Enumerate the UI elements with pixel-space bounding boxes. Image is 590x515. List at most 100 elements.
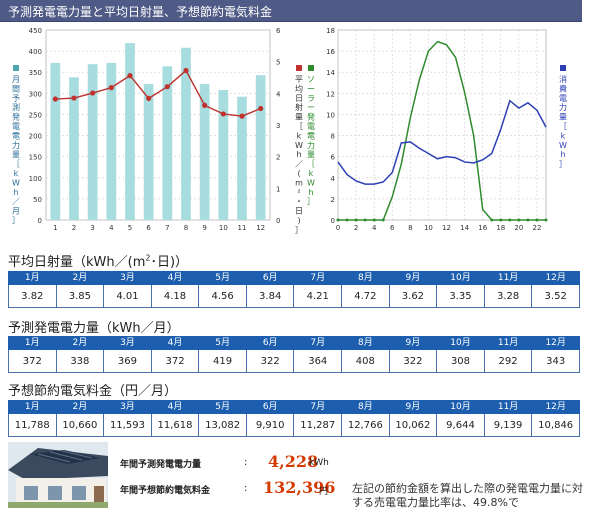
right-axis-label-char: ／ — [295, 160, 303, 169]
month-header-cell: 10月 — [436, 400, 485, 414]
right-axis-label-char: 日 — [295, 94, 303, 103]
radiation-title-text: 平均日射量（kWh／(m — [8, 255, 146, 270]
month-value-cell: 9,910 — [245, 413, 295, 437]
left-axis-label-char: 電 — [12, 131, 20, 140]
month-header-cell: 9月 — [388, 336, 438, 350]
month-header-cell: 4月 — [150, 400, 200, 414]
title-bar: 予測発電電力量と平均日射量、予想節約電気料金 — [0, 0, 582, 22]
radiation-data-point — [71, 95, 77, 101]
consumption-series-line — [337, 99, 547, 185]
left-axis-tick-label: 12 — [326, 90, 335, 98]
solar-data-point — [490, 218, 494, 222]
radiation-title-text-end: ･日)） — [150, 255, 189, 270]
monthly-generation-bar — [255, 75, 266, 220]
x-axis-tick-label: 3 — [90, 224, 94, 232]
solar-axis-label-char: ソ — [307, 75, 315, 84]
solar-axis-label-char: k — [309, 169, 314, 178]
right-axis-label-char: ［ — [295, 122, 303, 131]
left-axis-label-char: 月 — [12, 207, 20, 216]
solar-data-point — [517, 218, 521, 222]
hourly-chart-axes: 0 2 4 6 8 10 12 14 16 18 0 2 4 6 8 10 12 14 16 18 20 22 消費電力量［… — [326, 27, 567, 232]
x-axis-tick-label: 11 — [238, 224, 247, 232]
right-axis-tick-label: 5 — [276, 59, 280, 67]
month-header-cell: 5月 — [198, 271, 247, 285]
right-axis-label-char: k — [561, 131, 566, 140]
right-axis-label-char: 量 — [559, 113, 567, 122]
month-value-cell: 338 — [55, 349, 105, 373]
left-axis-tick-label: 450 — [29, 27, 42, 35]
monthly-generation-bar — [87, 64, 98, 220]
solar-axis-label-char: 量 — [307, 150, 315, 159]
month-value-cell: 372 — [8, 349, 57, 373]
radiation-data-point — [90, 90, 96, 96]
right-axis-label-char: m — [295, 178, 303, 187]
month-header-cell: 11月 — [483, 400, 533, 414]
right-axis-tick-label: 6 — [276, 27, 281, 35]
month-value-cell: 364 — [293, 349, 343, 373]
left-axis-tick-label: 16 — [326, 48, 335, 56]
month-header-cell: 2月 — [55, 400, 105, 414]
month-header-cell: 8月 — [341, 400, 390, 414]
solar-axis-label-char: ］ — [307, 197, 315, 206]
left-axis-label-char: h — [13, 188, 18, 197]
left-axis-tick-label: 50 — [33, 196, 42, 204]
solar-axis-label-char: ［ — [307, 160, 315, 169]
solar-axis-label-char: ー — [307, 103, 315, 112]
left-axis-tick-label: 18 — [326, 27, 335, 35]
savings-table: 1月 2月 3月 4月 5月 6月 7月 8月 9月 10月 11月 12月 11,788 10,660… — [8, 400, 580, 437]
left-axis-tick-label: 4 — [331, 175, 336, 183]
annual-savings-colon: : — [244, 483, 248, 494]
month-value-cell: 372 — [150, 349, 200, 373]
monthly-generation-bar — [106, 62, 117, 220]
left-axis-tick-label: 8 — [331, 133, 335, 141]
month-value-cell: 419 — [198, 349, 247, 373]
table-header-row: 1月 2月 3月 4月 5月 6月 7月 8月 9月 10月 11月 12月 — [8, 336, 580, 350]
monthly-generation-bar — [162, 66, 173, 220]
solar-axis-label-char: ー — [307, 84, 315, 93]
right-axis-label-char: 日 — [295, 207, 303, 216]
annual-generation-unit: kWh — [309, 458, 329, 468]
right-axis-label-char: ) — [297, 216, 300, 225]
solar-axis-label-char: ラ — [307, 94, 315, 103]
solar-axis-label-char: 電 — [307, 122, 315, 131]
right-axis-tick-label: 1 — [276, 185, 280, 193]
left-axis-tick-label: 0 — [331, 217, 335, 225]
right-axis-label-char: ² — [297, 188, 300, 197]
month-header-cell: 11月 — [483, 336, 533, 350]
month-value-cell: 11,287 — [293, 413, 343, 437]
right-axis-tick-label: 4 — [276, 90, 281, 98]
monthly-generation-bar — [181, 47, 191, 220]
month-value-cell: 3.82 — [8, 284, 57, 308]
solar-series-line — [338, 40, 546, 221]
right-axis-label-char: 均 — [295, 83, 303, 93]
x-axis-tick-label: 10 — [424, 224, 433, 232]
x-axis-tick-label: 1 — [53, 224, 57, 232]
month-header-cell: 1月 — [8, 271, 57, 285]
solar-data-point — [345, 218, 349, 222]
right-axis-label-char: W — [295, 141, 303, 150]
right-axis-label-char: ( — [297, 169, 300, 178]
sell-ratio-note: 左記の節約金額を算出した際の発電電力量に対する売電電力量比率は、49.8%で — [352, 482, 583, 509]
radiation-data-point — [239, 113, 245, 119]
month-value-cell: 4.01 — [103, 284, 152, 308]
month-value-cell: 10,062 — [388, 413, 438, 437]
right-axis-tick-label: 3 — [276, 122, 280, 130]
month-header-cell: 3月 — [103, 400, 152, 414]
month-value-cell: 3.85 — [55, 284, 105, 308]
right-axis-label: 平均日射量［kWh／(m²・日)］ — [295, 75, 303, 234]
right-axis-label-char: 費 — [559, 83, 567, 93]
x-axis-tick-label: 10 — [219, 224, 228, 232]
month-value-cell: 3.62 — [388, 284, 438, 308]
hourly-chart-grid — [337, 29, 547, 221]
generation-table: 1月 2月 3月 4月 5月 6月 7月 8月 9月 10月 11月 12月 372 338 369 372… — [8, 336, 580, 373]
annual-savings-unit: 円 — [319, 487, 329, 497]
x-axis-tick-label: 12 — [256, 224, 265, 232]
solar-axis-label-char: 力 — [307, 140, 315, 150]
left-axis-tick-label: 100 — [29, 175, 42, 183]
solar-data-point — [336, 218, 340, 222]
left-legend-marker — [13, 65, 19, 71]
left-axis-label-char: 間 — [12, 84, 20, 93]
solar-data-point — [499, 218, 503, 222]
solar-data-point — [544, 218, 548, 222]
